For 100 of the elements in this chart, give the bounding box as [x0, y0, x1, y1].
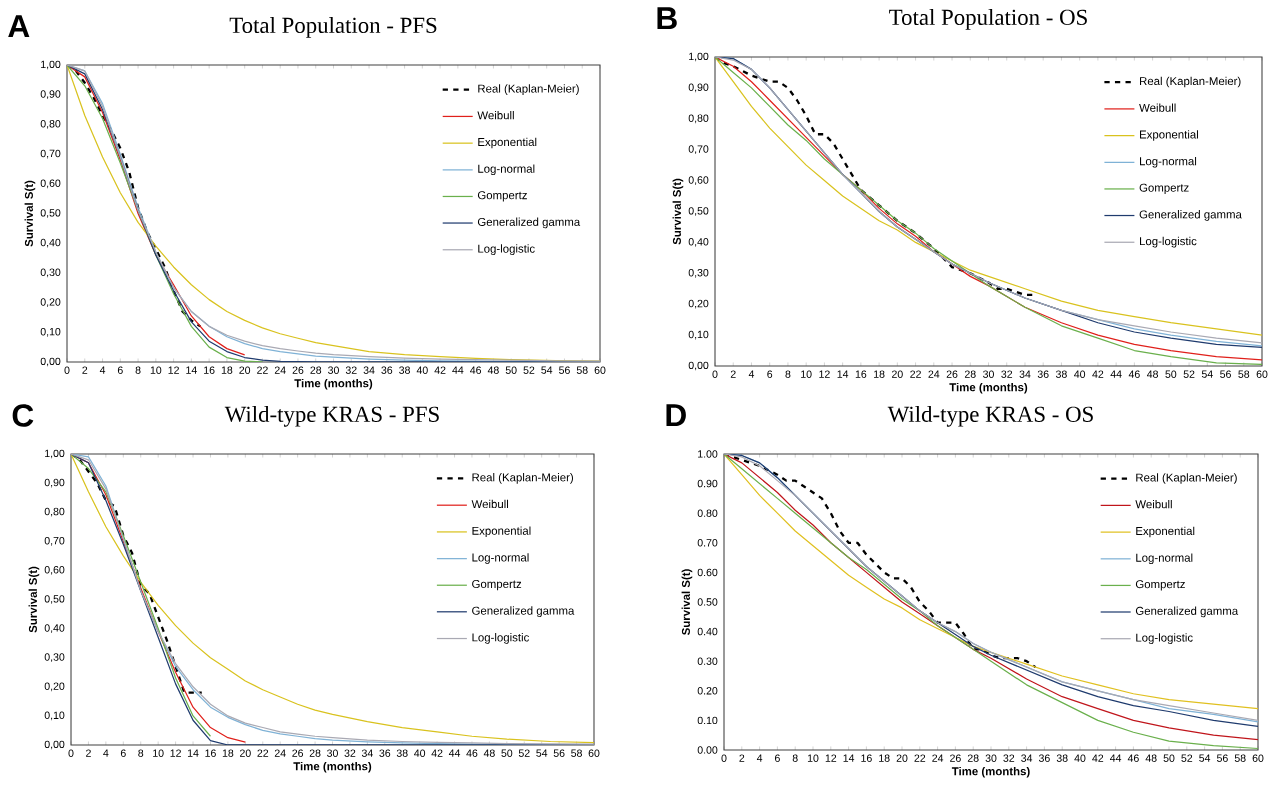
- x-tick-label: 32: [344, 749, 356, 757]
- legend-label: Weibull: [1139, 103, 1176, 112]
- x-tick-label: 56: [1220, 370, 1231, 378]
- x-tick-label: 0: [68, 749, 74, 757]
- x-tick-label: 42: [1092, 754, 1104, 762]
- x-tick-label: 16: [855, 370, 867, 378]
- legend-label: Generalized gamma: [477, 217, 581, 229]
- x-axis-title: Time (months): [293, 761, 372, 773]
- y-tick-label: 0,00: [40, 357, 61, 367]
- x-tick-label: 2: [82, 366, 88, 374]
- x-tick-label: 8: [138, 749, 144, 757]
- x-tick-label: 20: [892, 370, 903, 378]
- chart-title: Wild-type KRAS - PFS: [224, 405, 439, 427]
- x-tick-label: 0: [712, 370, 718, 378]
- x-tick-label: 2: [730, 370, 736, 378]
- x-tick-label: 28: [310, 366, 322, 374]
- y-tick-label: 0.80: [697, 509, 718, 517]
- x-tick-label: 20: [896, 754, 908, 762]
- x-tick-label: 18: [874, 370, 885, 378]
- y-tick-label: 0,40: [44, 624, 65, 633]
- x-tick-label: 10: [153, 749, 164, 757]
- y-tick-label: 0,60: [40, 179, 61, 189]
- x-tick-label: 44: [452, 366, 464, 374]
- x-tick-label: 38: [399, 366, 410, 374]
- legend-label: Exponential: [472, 526, 531, 538]
- x-tick-label: 14: [843, 754, 855, 762]
- x-tick-label: 4: [756, 754, 763, 762]
- x-tick-label: 36: [381, 366, 393, 374]
- x-tick-label: 28: [967, 754, 979, 762]
- x-tick-label: 4: [99, 366, 106, 374]
- x-tick-label: 30: [327, 749, 338, 757]
- x-tick-label: 0: [721, 754, 727, 762]
- x-tick-label: 20: [239, 366, 251, 374]
- x-tick-label: 46: [466, 749, 478, 757]
- x-tick-label: 44: [448, 749, 461, 757]
- y-axis-title: Survival S(t): [681, 569, 693, 635]
- legend-label: Log-normal: [1136, 553, 1193, 565]
- x-tick-label: 48: [483, 749, 495, 757]
- legend-label: Log-logistic: [1136, 633, 1193, 644]
- y-tick-label: 0,10: [688, 330, 709, 340]
- legend-label: Log-logistic: [1140, 236, 1197, 248]
- y-tick-label: 0,60: [44, 566, 65, 575]
- x-tick-label: 56: [1216, 754, 1228, 762]
- x-tick-label: 54: [541, 366, 553, 374]
- x-tick-label: 54: [1201, 370, 1213, 378]
- x-tick-label: 32: [1001, 370, 1013, 378]
- x-tick-label: 8: [785, 370, 791, 378]
- x-tick-label: 18: [879, 754, 890, 762]
- x-tick-label: 46: [1127, 754, 1139, 762]
- x-tick-label: 58: [571, 749, 582, 757]
- x-tick-label: 54: [1199, 754, 1211, 762]
- x-tick-label: 60: [1252, 754, 1264, 762]
- x-tick-label: 18: [221, 366, 233, 374]
- y-axis-title: Survival S(t): [672, 178, 684, 245]
- x-tick-label: 42: [434, 366, 446, 374]
- x-tick-label: 2: [86, 749, 91, 757]
- x-tick-label: 58: [1238, 370, 1250, 378]
- x-tick-label: 56: [559, 366, 570, 374]
- x-tick-label: 24: [928, 370, 940, 378]
- x-tick-label: 8: [135, 366, 141, 374]
- y-axis-title: Survival S(t): [28, 566, 40, 633]
- x-tick-label: 24: [274, 749, 286, 757]
- legend-label: Real (Kaplan-Meier): [1136, 473, 1237, 484]
- y-tick-label: 0,80: [688, 114, 709, 124]
- y-tick-label: 0,60: [688, 176, 709, 185]
- y-tick-label: 0,70: [40, 149, 61, 159]
- x-tick-label: 12: [819, 370, 830, 378]
- y-tick-label: 0,20: [40, 298, 61, 307]
- y-tick-label: 0,90: [40, 90, 61, 100]
- y-tick-label: 1,00: [41, 60, 61, 70]
- legend-label: Generalized gamma: [472, 606, 575, 617]
- y-tick-label: 0,40: [40, 238, 61, 248]
- x-tick-label: 28: [309, 749, 321, 757]
- legend-label: Real (Kaplan-Meier): [472, 473, 573, 484]
- x-tick-label: 60: [1256, 370, 1268, 378]
- x-tick-label: 46: [1128, 370, 1140, 378]
- x-tick-label: 18: [222, 749, 234, 757]
- x-tick-label: 16: [205, 749, 216, 757]
- x-tick-label: 54: [536, 749, 548, 757]
- x-tick-label: 24: [274, 366, 286, 374]
- x-tick-label: 14: [837, 370, 849, 378]
- y-tick-label: 0,00: [688, 361, 709, 371]
- x-tick-label: 6: [117, 366, 123, 374]
- legend-label: Generalized gamma: [1139, 210, 1242, 221]
- legend-label: Gompertz: [477, 191, 527, 202]
- x-tick-label: 50: [505, 366, 517, 374]
- y-tick-label: 0,00: [44, 740, 65, 750]
- x-tick-label: 38: [1055, 370, 1067, 378]
- x-tick-label: 16: [204, 366, 215, 374]
- x-tick-label: 10: [150, 366, 162, 374]
- x-tick-label: 28: [964, 370, 976, 378]
- y-tick-label: 0,50: [44, 595, 65, 604]
- legend-label: Weibull: [1135, 499, 1172, 509]
- y-tick-label: 0.40: [697, 627, 718, 636]
- y-tick-label: 0,20: [688, 299, 709, 309]
- x-tick-label: 0: [64, 366, 70, 374]
- x-tick-label: 4: [748, 370, 755, 378]
- y-tick-label: 0,30: [688, 268, 709, 278]
- legend-label: Log-normal: [472, 553, 529, 564]
- chart-title: Wild-type KRAS - OS: [887, 405, 1093, 427]
